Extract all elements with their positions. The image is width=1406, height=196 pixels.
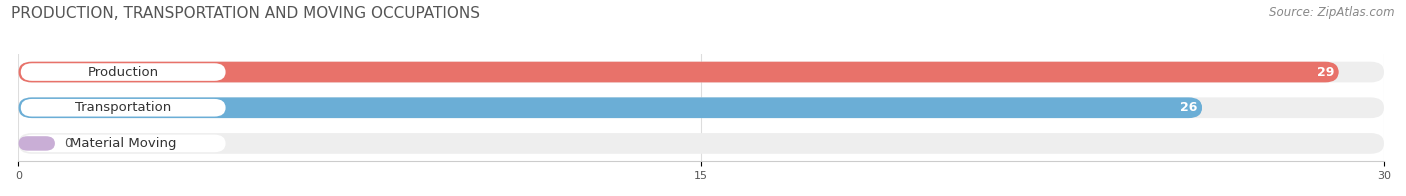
FancyBboxPatch shape [18, 136, 55, 151]
Text: PRODUCTION, TRANSPORTATION AND MOVING OCCUPATIONS: PRODUCTION, TRANSPORTATION AND MOVING OC… [11, 6, 481, 21]
Text: Transportation: Transportation [75, 101, 172, 114]
FancyBboxPatch shape [18, 62, 1339, 82]
FancyBboxPatch shape [18, 62, 1384, 82]
Text: 26: 26 [1180, 101, 1198, 114]
Text: 0: 0 [65, 137, 72, 150]
Text: Material Moving: Material Moving [70, 137, 176, 150]
Text: 29: 29 [1316, 65, 1334, 79]
Text: Source: ZipAtlas.com: Source: ZipAtlas.com [1270, 6, 1395, 19]
FancyBboxPatch shape [1121, 100, 1202, 115]
Text: Production: Production [87, 65, 159, 79]
FancyBboxPatch shape [21, 135, 225, 152]
FancyBboxPatch shape [1257, 64, 1339, 80]
FancyBboxPatch shape [21, 99, 225, 117]
FancyBboxPatch shape [18, 97, 1202, 118]
FancyBboxPatch shape [18, 97, 1384, 118]
FancyBboxPatch shape [21, 63, 225, 81]
FancyBboxPatch shape [18, 133, 1384, 154]
